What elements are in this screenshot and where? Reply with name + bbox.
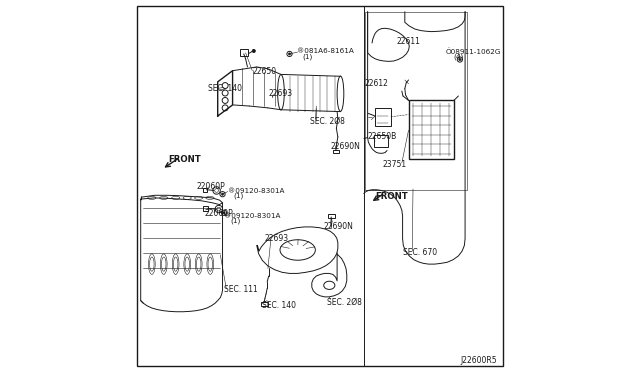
Bar xyxy=(240,49,248,56)
Text: ®081A6-8161A: ®081A6-8161A xyxy=(296,48,353,54)
Bar xyxy=(203,188,207,192)
Bar xyxy=(328,214,335,218)
Text: 22612: 22612 xyxy=(364,79,388,88)
Text: 22690N: 22690N xyxy=(324,222,353,231)
Text: ®09120-8301A: ®09120-8301A xyxy=(228,188,284,194)
Bar xyxy=(203,206,207,211)
Text: SEC. 140: SEC. 140 xyxy=(207,84,242,93)
Circle shape xyxy=(223,212,225,214)
Text: 22611: 22611 xyxy=(396,37,420,46)
Text: ®09120-8301A: ®09120-8301A xyxy=(224,213,280,219)
Circle shape xyxy=(459,58,461,61)
Text: SEC. 670: SEC. 670 xyxy=(403,248,438,257)
Text: Ô08911-1062G: Ô08911-1062G xyxy=(445,48,501,55)
Circle shape xyxy=(252,49,255,52)
Text: 22650B: 22650B xyxy=(367,132,397,141)
Text: SEC. 140: SEC. 140 xyxy=(262,301,296,310)
Bar xyxy=(374,135,388,147)
Text: SEC. 111: SEC. 111 xyxy=(224,285,258,294)
Text: 22693: 22693 xyxy=(269,89,292,97)
Text: 22690N: 22690N xyxy=(330,142,360,151)
Text: 22060P: 22060P xyxy=(205,209,234,218)
Text: 22650: 22650 xyxy=(252,67,276,76)
Text: SEC. 2Ø8: SEC. 2Ø8 xyxy=(326,298,362,307)
Text: 22693: 22693 xyxy=(265,234,289,243)
Text: J22600R5: J22600R5 xyxy=(461,356,497,365)
Bar xyxy=(408,100,454,159)
Text: SEC. 2Ø8: SEC. 2Ø8 xyxy=(310,116,345,125)
Bar xyxy=(333,150,339,153)
Text: (4): (4) xyxy=(453,53,463,60)
Bar xyxy=(375,108,390,126)
Circle shape xyxy=(289,53,291,55)
Text: (1): (1) xyxy=(302,53,312,60)
Circle shape xyxy=(221,193,223,195)
Bar xyxy=(261,302,268,306)
Text: 22060P: 22060P xyxy=(196,182,225,191)
Text: (1): (1) xyxy=(230,218,240,224)
Text: FRONT: FRONT xyxy=(168,155,201,164)
Text: 23751: 23751 xyxy=(383,160,406,169)
Text: FRONT: FRONT xyxy=(375,192,408,201)
Text: (1): (1) xyxy=(234,193,244,199)
Bar xyxy=(365,12,467,190)
